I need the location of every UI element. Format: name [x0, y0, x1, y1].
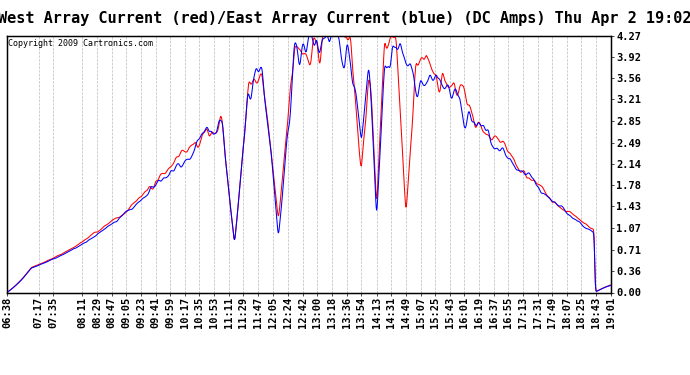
Text: Copyright 2009 Cartronics.com: Copyright 2009 Cartronics.com — [8, 39, 153, 48]
Text: West Array Current (red)/East Array Current (blue) (DC Amps) Thu Apr 2 19:02: West Array Current (red)/East Array Curr… — [0, 11, 690, 26]
